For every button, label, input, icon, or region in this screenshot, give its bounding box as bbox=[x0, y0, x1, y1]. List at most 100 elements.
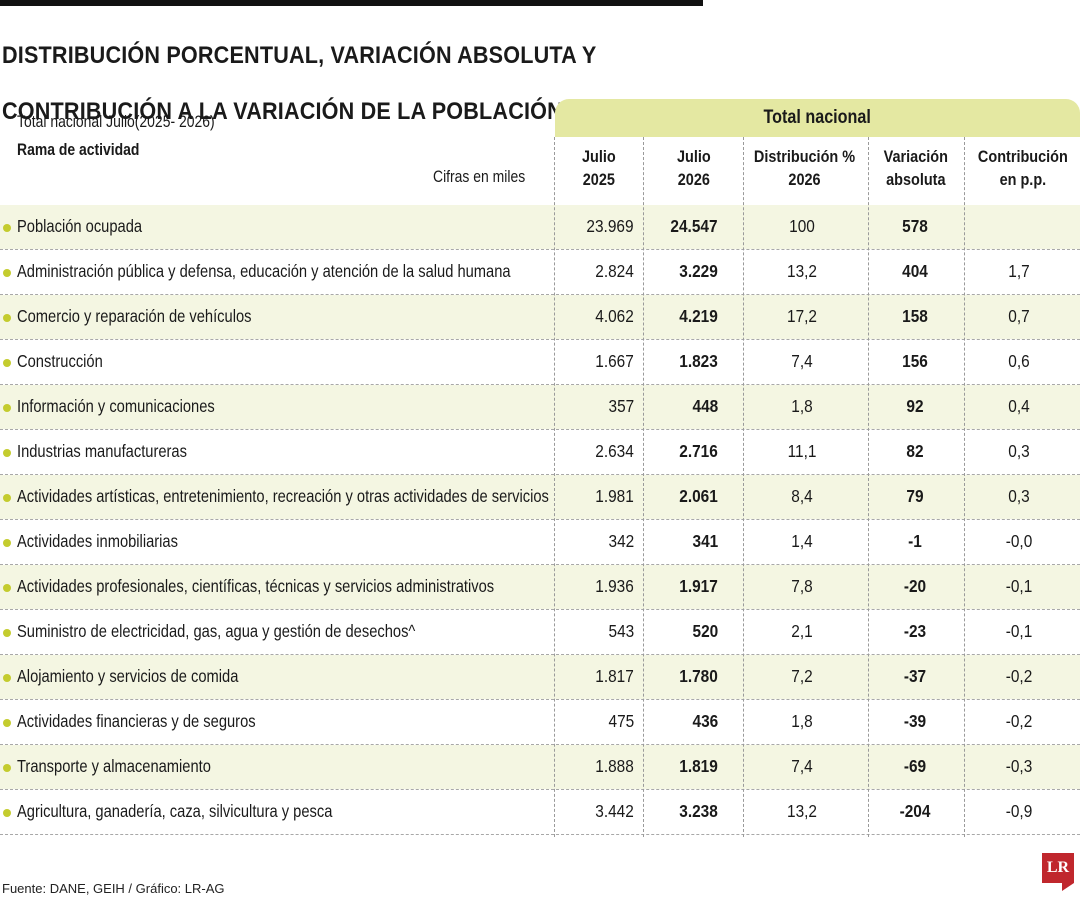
table-row: Construcción 1.667 1.823 7,4 156 0,6 bbox=[0, 340, 1080, 385]
bullet-dot bbox=[3, 269, 11, 277]
bullet-dot bbox=[3, 809, 11, 817]
table-row: Información y comunicaciones 357 448 1,8 92 0… bbox=[0, 385, 1080, 430]
cell-distribucion: 100 bbox=[789, 216, 815, 236]
row-label: Actividades profesionales, científicas, … bbox=[17, 576, 495, 596]
bullet-dot bbox=[3, 629, 11, 637]
cell-distribucion: 7,4 bbox=[791, 351, 813, 371]
column-header-contribucion-label: Contribución en p.p. bbox=[977, 147, 1068, 189]
row-label: Información y comunicaciones bbox=[17, 396, 215, 416]
row-label: Suministro de electricidad, gas, agua y … bbox=[17, 621, 416, 641]
cell-julio-2026: 2.716 bbox=[679, 441, 718, 461]
column-divider bbox=[964, 137, 965, 837]
cell-distribucion: 17,2 bbox=[787, 306, 817, 326]
bullet-dot bbox=[3, 314, 11, 322]
row-label: Actividades inmobiliarias bbox=[17, 531, 178, 551]
cell-distribucion: 7,2 bbox=[791, 666, 813, 686]
cell-julio-2025: 2.634 bbox=[595, 441, 634, 461]
cell-julio-2025: 1.667 bbox=[595, 351, 634, 371]
bullet-dot bbox=[3, 584, 11, 592]
cell-julio-2026: 3.229 bbox=[679, 261, 718, 281]
table-row: Actividades financieras y de seguros 475 4… bbox=[0, 700, 1080, 745]
cell-variacion: -20 bbox=[903, 576, 927, 596]
cell-distribucion: 11,1 bbox=[787, 441, 817, 461]
bullet-dot bbox=[3, 719, 11, 727]
table-row: Suministro de electricidad, gas, agua y … bbox=[0, 610, 1080, 655]
row-label: Transporte y almacenamiento bbox=[17, 756, 211, 776]
cell-contribucion: -0,1 bbox=[1005, 576, 1033, 596]
cell-variacion: 92 bbox=[906, 396, 924, 416]
cell-contribucion: 1,7 bbox=[1008, 261, 1030, 281]
row-label: Construcción bbox=[17, 351, 103, 371]
cell-julio-2025: 475 bbox=[608, 711, 634, 731]
title-line-1: DISTRIBUCIÓN PORCENTUAL, VARIACIÓN ABSOL… bbox=[2, 42, 597, 69]
scope-label: Total nacional Julio(2025- 2026) bbox=[17, 112, 215, 131]
cell-variacion: -204 bbox=[899, 801, 931, 821]
cell-julio-2026: 341 bbox=[692, 531, 718, 551]
column-divider bbox=[743, 137, 744, 837]
cell-julio-2025: 1.817 bbox=[595, 666, 634, 686]
cell-contribucion: 0,3 bbox=[1008, 441, 1030, 461]
cell-contribucion: -0,2 bbox=[1005, 711, 1033, 731]
group-header: Total nacional bbox=[555, 99, 1080, 137]
cell-variacion: -39 bbox=[903, 711, 927, 731]
cell-contribucion: 0,4 bbox=[1008, 396, 1030, 416]
lr-logo: LR bbox=[1042, 853, 1074, 883]
bullet-dot bbox=[3, 539, 11, 547]
column-header-distribucion-label: Distribución % 2026 bbox=[754, 147, 856, 189]
cell-contribucion: -0,9 bbox=[1005, 801, 1033, 821]
row-label: Comercio y reparación de vehículos bbox=[17, 306, 252, 326]
cell-variacion: -23 bbox=[903, 621, 927, 641]
cell-julio-2026: 520 bbox=[692, 621, 718, 641]
table-row: Industrias manufactureras 2.634 2.716 11,1 8… bbox=[0, 430, 1080, 475]
row-label: Agricultura, ganadería, caza, silvicultu… bbox=[17, 801, 333, 821]
column-header-contribucion: Contribución en p.p. bbox=[965, 145, 1080, 195]
cell-julio-2026: 1.823 bbox=[679, 351, 718, 371]
cell-julio-2025: 1.981 bbox=[595, 486, 634, 506]
cell-variacion: 79 bbox=[906, 486, 924, 506]
table-row: Administración pública y defensa, educac… bbox=[0, 250, 1080, 295]
column-header-variacion-label: Variación absoluta bbox=[883, 147, 949, 189]
cell-contribucion: -0,0 bbox=[1005, 531, 1033, 551]
cell-variacion: 82 bbox=[906, 441, 924, 461]
table-row: Actividades inmobiliarias 342 341 1,4 -1 -0,0 bbox=[0, 520, 1080, 565]
cell-julio-2025: 1.936 bbox=[595, 576, 634, 596]
cell-distribucion: 13,2 bbox=[787, 261, 817, 281]
column-header-julio-2025-label: Julio 2025 bbox=[582, 147, 616, 189]
cell-contribucion: -0,2 bbox=[1005, 666, 1033, 686]
cell-variacion: 158 bbox=[902, 306, 928, 326]
column-header-distribucion: Distribución % 2026 bbox=[743, 145, 867, 195]
cell-distribucion: 13,2 bbox=[787, 801, 817, 821]
column-divider bbox=[868, 137, 869, 837]
cell-julio-2026: 2.061 bbox=[679, 486, 718, 506]
cell-variacion: 404 bbox=[902, 261, 928, 281]
cell-distribucion: 1,8 bbox=[791, 711, 813, 731]
table-row: Población ocupada 23.969 24.547 100 578 bbox=[0, 205, 1080, 250]
column-header-julio-2025: Julio 2025 bbox=[555, 145, 643, 195]
cell-julio-2026: 436 bbox=[692, 711, 718, 731]
cell-variacion: -69 bbox=[903, 756, 927, 776]
column-divider bbox=[643, 137, 644, 837]
cell-julio-2025: 543 bbox=[608, 621, 634, 641]
cell-distribucion: 1,4 bbox=[791, 531, 813, 551]
cell-contribucion: -0,3 bbox=[1005, 756, 1033, 776]
logo-text: LR bbox=[1046, 859, 1070, 876]
column-divider bbox=[554, 137, 555, 837]
row-label: Alojamiento y servicios de comida bbox=[17, 666, 239, 686]
top-rule bbox=[0, 0, 703, 6]
table-row: Agricultura, ganadería, caza, silvicultu… bbox=[0, 790, 1080, 835]
cell-contribucion: 0,7 bbox=[1008, 306, 1030, 326]
cell-julio-2026: 4.219 bbox=[679, 306, 718, 326]
cell-contribucion: 0,3 bbox=[1008, 486, 1030, 506]
branch-label: Rama de actividad bbox=[17, 140, 140, 159]
row-label: Industrias manufactureras bbox=[17, 441, 187, 461]
cell-contribucion: 0,6 bbox=[1008, 351, 1030, 371]
row-label: Población ocupada bbox=[17, 216, 143, 236]
table-row: Alojamiento y servicios de comida 1.817 1.… bbox=[0, 655, 1080, 700]
data-table: Población ocupada 23.969 24.547 100 578 Admin… bbox=[0, 205, 1080, 835]
cell-julio-2025: 357 bbox=[608, 396, 634, 416]
cell-distribucion: 2,1 bbox=[791, 621, 813, 641]
cell-julio-2026: 3.238 bbox=[679, 801, 718, 821]
cell-julio-2025: 4.062 bbox=[595, 306, 634, 326]
bullet-dot bbox=[3, 494, 11, 502]
cell-julio-2026: 24.547 bbox=[670, 216, 718, 236]
